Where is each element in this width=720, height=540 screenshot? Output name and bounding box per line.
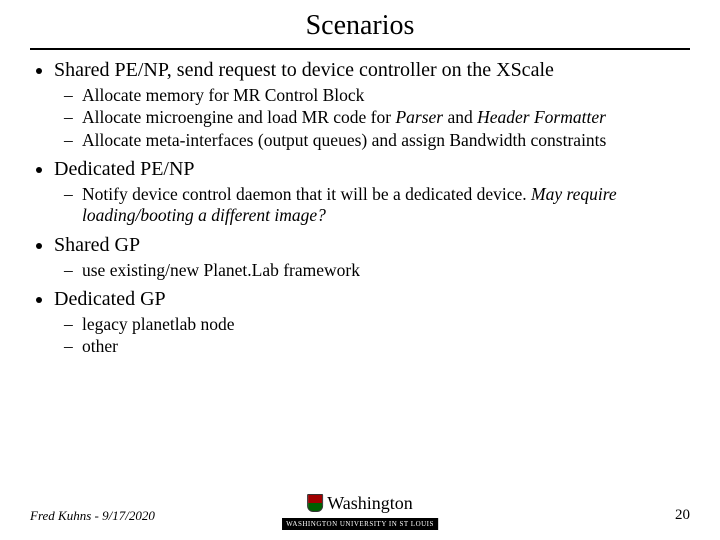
bullet-level2: Allocate meta-interfaces (output queues)… xyxy=(82,130,690,151)
slide-title: Scenarios xyxy=(30,10,690,42)
university-subtitle: WASHINGTON UNIVERSITY IN ST LOUIS xyxy=(282,518,438,530)
bullet-level2: use existing/new Planet.Lab framework xyxy=(82,260,690,281)
university-name-row: Washington xyxy=(307,493,413,514)
bullet-level2: Allocate microengine and load MR code fo… xyxy=(82,107,690,128)
bullet-sublist: Notify device control daemon that it wil… xyxy=(54,184,690,227)
bullet-level1: Shared GPuse existing/new Planet.Lab fra… xyxy=(54,233,690,281)
bullet-sublist: Allocate memory for MR Control BlockAllo… xyxy=(54,85,690,151)
bullet-level2: Allocate memory for MR Control Block xyxy=(82,85,690,106)
slide: Scenarios Shared PE/NP, send request to … xyxy=(0,0,720,540)
bullet-sublist: use existing/new Planet.Lab framework xyxy=(54,260,690,281)
bullet-level2: Notify device control daemon that it wil… xyxy=(82,184,690,227)
bullet-level1: Dedicated PE/NPNotify device control dae… xyxy=(54,157,690,227)
bullet-level1: Shared PE/NP, send request to device con… xyxy=(54,58,690,151)
title-rule xyxy=(30,48,690,50)
bullet-sublist: legacy planetlab nodeother xyxy=(54,314,690,358)
page-number: 20 xyxy=(675,507,690,524)
bullet-list: Shared PE/NP, send request to device con… xyxy=(30,58,690,358)
footer-author-date: Fred Kuhns - 9/17/2020 xyxy=(30,508,155,524)
bullet-level2: legacy planetlab node xyxy=(82,314,690,335)
shield-icon xyxy=(307,494,323,512)
university-name: Washington xyxy=(327,493,413,514)
footer: Fred Kuhns - 9/17/2020 Washington WASHIN… xyxy=(0,496,720,530)
footer-affiliation: Washington WASHINGTON UNIVERSITY IN ST L… xyxy=(282,493,438,531)
bullet-level1: Dedicated GPlegacy planetlab nodeother xyxy=(54,287,690,358)
bullet-level2: other xyxy=(82,336,690,357)
